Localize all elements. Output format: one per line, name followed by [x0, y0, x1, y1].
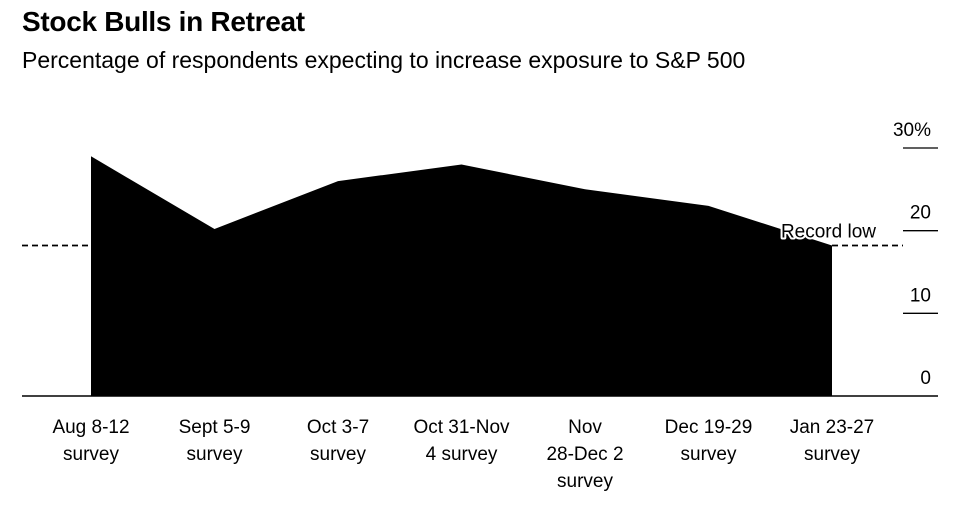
- chart-subtitle: Percentage of respondents expecting to i…: [22, 47, 746, 73]
- area-series: [91, 156, 832, 396]
- x-tick-label: Nov 28-Dec 2 survey: [546, 417, 623, 492]
- y-tick-label: 30%: [893, 120, 931, 141]
- y-tick-label: 10: [910, 285, 931, 306]
- x-tick-label: Oct 31-Nov 4 survey: [413, 417, 510, 465]
- x-tick-label: Oct 3-7 survey: [307, 417, 369, 465]
- x-tick-label: Dec 19-29 survey: [665, 417, 753, 465]
- x-tick-label: Sept 5-9 survey: [179, 417, 251, 465]
- record-low-label: Record low: [781, 222, 876, 243]
- chart-title: Stock Bulls in Retreat: [22, 6, 305, 37]
- x-tick-label: Jan 23-27 survey: [790, 417, 875, 465]
- y-tick-label: 20: [910, 203, 931, 224]
- x-tick-label: Aug 8-12 survey: [52, 417, 129, 465]
- y-tick-label: 0: [920, 368, 931, 389]
